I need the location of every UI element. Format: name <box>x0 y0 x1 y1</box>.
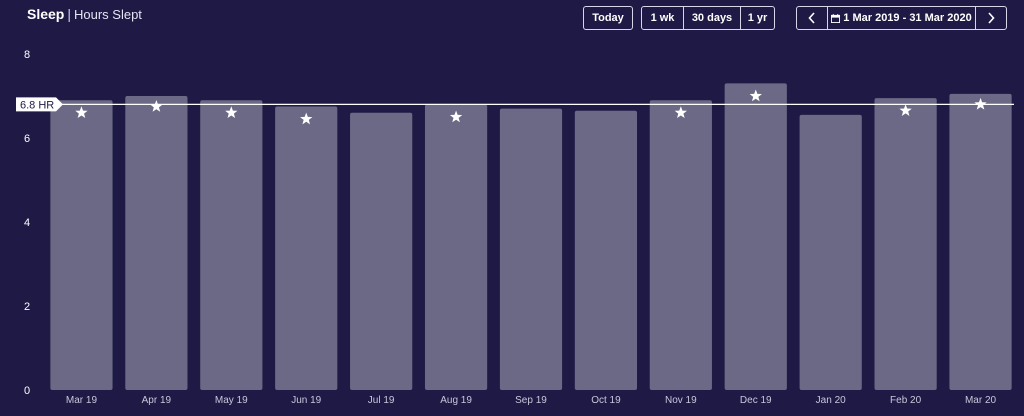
bar[interactable] <box>574 110 638 390</box>
reference-label-tag <box>16 97 63 112</box>
today-button[interactable]: Today <box>583 6 633 30</box>
bar[interactable] <box>874 98 937 390</box>
star-marker <box>749 89 762 102</box>
star-marker <box>75 106 88 119</box>
x-tick-label: Jun 19 <box>291 395 321 406</box>
x-tick-label: Sep 19 <box>515 395 547 406</box>
bar[interactable] <box>125 96 188 390</box>
y-tick-label: 2 <box>24 301 30 313</box>
bar[interactable] <box>424 104 488 391</box>
x-tick-label: Mar 19 <box>66 395 98 406</box>
x-tick-label: Jul 19 <box>368 395 395 406</box>
star-marker <box>899 104 912 116</box>
reference-line-label: 6.8 HR <box>20 99 54 111</box>
range-1yr-button[interactable]: 1 yr <box>740 7 774 29</box>
prev-period-button[interactable] <box>797 7 827 29</box>
calendar-icon <box>831 13 841 23</box>
range-selector: 1 wk 30 days 1 yr <box>641 6 775 30</box>
y-tick-label: 0 <box>24 385 30 397</box>
title-main: Sleep <box>27 6 65 22</box>
y-tick-label: 6 <box>24 133 30 145</box>
x-tick-label: Mar 20 <box>965 395 997 406</box>
y-tick-label: 8 <box>24 49 30 61</box>
chevron-left-icon <box>808 12 815 24</box>
x-tick-label: Feb 20 <box>890 395 922 406</box>
bar[interactable] <box>350 112 413 391</box>
bar[interactable] <box>949 93 1012 391</box>
x-tick-label: Nov 19 <box>665 395 697 406</box>
date-range-label: 1 Mar 2019 - 31 Mar 2020 <box>843 12 972 24</box>
x-tick-label: Apr 19 <box>142 395 172 406</box>
bar[interactable] <box>200 100 263 390</box>
next-period-button[interactable] <box>975 7 1006 29</box>
x-tick-label: Aug 19 <box>440 395 472 406</box>
y-tick-label: 4 <box>24 217 30 229</box>
bar[interactable] <box>499 108 563 390</box>
bar[interactable] <box>649 100 712 390</box>
title-separator: | <box>67 6 71 22</box>
x-tick-label: May 19 <box>215 395 248 406</box>
star-marker <box>225 106 238 119</box>
page-title: Sleep | Hours Slept <box>27 6 142 22</box>
chevron-right-icon <box>988 12 995 24</box>
star-marker <box>449 110 463 123</box>
bar[interactable] <box>275 106 338 391</box>
star-marker <box>150 100 163 112</box>
date-navigator: 1 Mar 2019 - 31 Mar 2020 <box>796 6 1007 30</box>
bar[interactable] <box>724 83 787 391</box>
range-30days-button[interactable]: 30 days <box>683 7 740 29</box>
x-tick-label: Jan 20 <box>816 395 846 406</box>
star-marker <box>674 106 688 119</box>
date-range-button[interactable]: 1 Mar 2019 - 31 Mar 2020 <box>827 7 975 29</box>
bar[interactable] <box>50 100 113 390</box>
x-tick-label: Dec 19 <box>740 395 772 406</box>
bar[interactable] <box>799 114 862 391</box>
star-marker <box>974 97 987 110</box>
range-1wk-button[interactable]: 1 wk <box>650 12 675 24</box>
star-marker <box>300 112 313 125</box>
x-tick-label: Oct 19 <box>591 395 621 406</box>
title-subtitle: Hours Slept <box>74 7 142 22</box>
